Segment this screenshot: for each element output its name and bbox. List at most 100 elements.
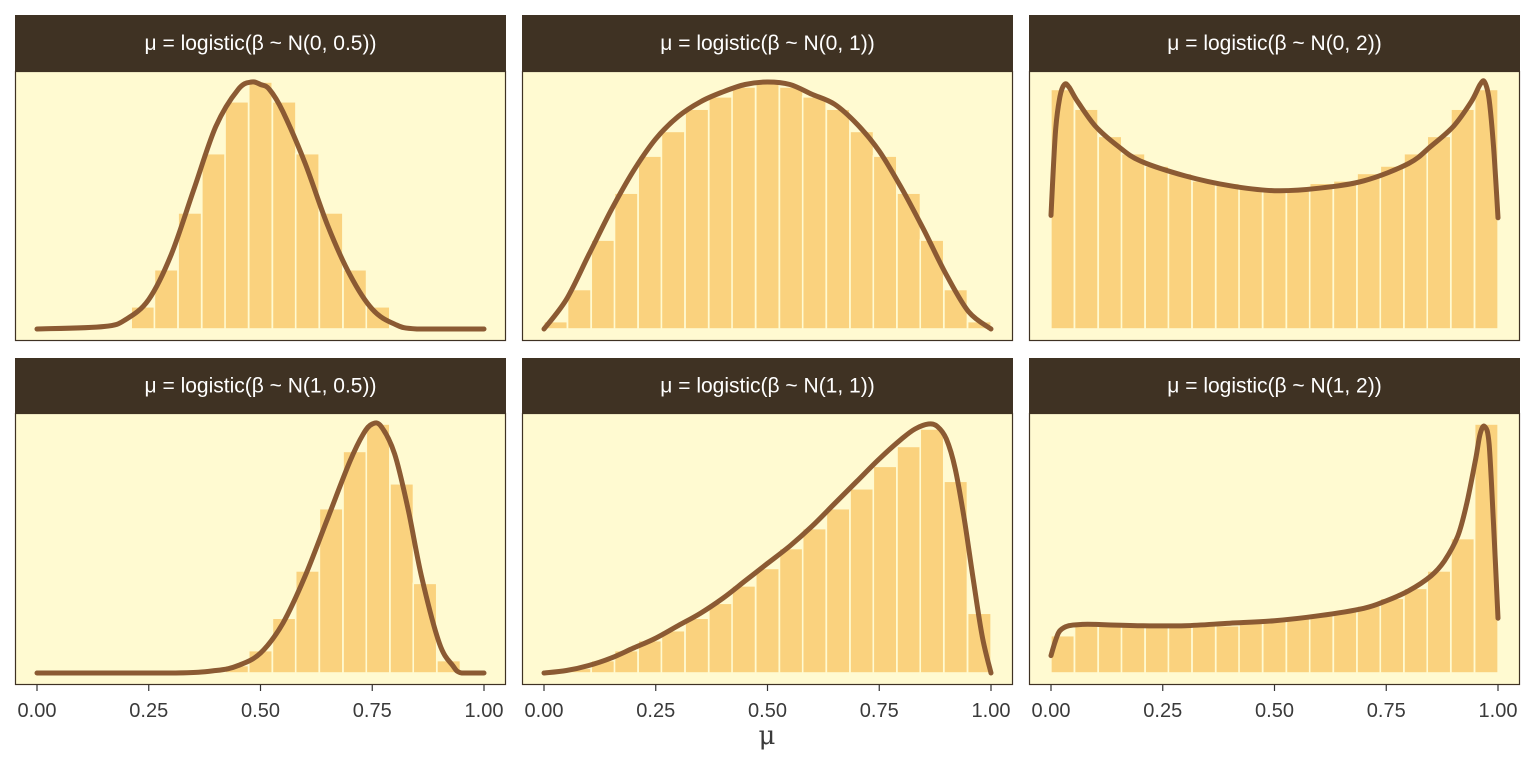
histogram-bar — [801, 96, 827, 330]
histogram-bar — [754, 81, 781, 330]
facet-panel-6: μ = logistic(β ~ N(1, 2)) — [1028, 358, 1521, 686]
facet-panel-3: μ = logistic(β ~ N(0, 2)) — [1028, 15, 1521, 342]
histogram-bar — [1356, 172, 1382, 330]
panel-border — [521, 70, 1014, 342]
x-axis-2: 0.00 0.25 0.50 0.75 1.00 — [525, 685, 1010, 722]
density-curve — [34, 420, 487, 676]
histogram-bar — [1191, 624, 1217, 674]
histogram-bar — [919, 239, 945, 330]
panel-border — [1028, 412, 1521, 686]
density-curve — [541, 79, 994, 332]
histogram-bar — [637, 155, 663, 330]
facet-strip-title: μ = logistic(β ~ N(1, 2)) — [1167, 375, 1381, 398]
panel-border — [14, 70, 507, 342]
histogram-bar — [1073, 624, 1099, 674]
histogram-bar — [684, 617, 710, 674]
x-tick-label: 0.75 — [860, 700, 899, 722]
x-axis-3: 0.00 0.25 0.50 0.75 1.00 — [1032, 685, 1518, 722]
histogram-bar — [1308, 614, 1334, 674]
facet-panel-2: μ = logistic(β ~ N(0, 1)) — [521, 15, 1014, 342]
histogram-bar — [1261, 619, 1288, 674]
histogram-bar — [731, 86, 757, 330]
histogram-bar — [1450, 537, 1476, 674]
histogram-bar — [342, 450, 368, 674]
density-curve — [1048, 423, 1501, 659]
facet-strip-title: μ = logistic(β ~ N(0, 1)) — [660, 32, 874, 55]
histogram-bar — [825, 108, 851, 330]
histogram-bar — [849, 487, 875, 674]
facet-panel-5: μ = logistic(β ~ N(1, 1)) — [521, 358, 1014, 686]
facet-panel-4: μ = logistic(β ~ N(1, 0.5)) — [14, 358, 507, 686]
histogram-bar — [1238, 622, 1264, 674]
x-axis-title: μ — [759, 721, 776, 751]
histogram-bar — [1426, 135, 1452, 330]
x-tick-label: 0.25 — [129, 700, 168, 722]
facet-strip — [1029, 15, 1520, 71]
facet-strip — [15, 358, 506, 413]
facet-strip — [522, 15, 1013, 71]
histogram-bar — [801, 527, 827, 674]
x-axes-layer: 0.00 0.25 0.50 0.75 1.00 0.00 0.25 0.50 0.75 1.00… — [18, 685, 1518, 722]
histogram-bar — [896, 445, 922, 674]
x-axis-1: 0.00 0.25 0.50 0.75 1.00 — [18, 685, 504, 722]
histogram-bar — [1379, 165, 1405, 330]
facet-strip — [1029, 358, 1520, 413]
histogram-bar — [1356, 604, 1382, 674]
panels-layer: μ = logistic(β ~ N(0, 0.5)) μ = logistic(… — [14, 15, 1521, 686]
histogram-bar — [1332, 609, 1358, 674]
histogram-bar — [1285, 617, 1311, 674]
histogram-bar — [1308, 182, 1334, 330]
histogram-bar — [1191, 180, 1217, 330]
histogram-bar — [778, 547, 804, 674]
histogram-bar — [1167, 624, 1193, 674]
panel-border — [14, 412, 507, 686]
facet-strip-title: μ = logistic(β ~ N(1, 0.5)) — [145, 375, 377, 398]
x-tick-label: 0.25 — [636, 700, 675, 722]
x-tick-label: 0.75 — [1367, 700, 1406, 722]
panel-border — [521, 412, 1014, 686]
histogram-bar — [1215, 182, 1241, 330]
x-tick-label: 0.50 — [241, 700, 280, 722]
histogram-bar — [849, 130, 875, 330]
panel-border — [1028, 70, 1521, 342]
x-tick-label: 0.00 — [18, 700, 57, 722]
histogram-bar — [294, 152, 320, 330]
histogram-bar — [708, 96, 734, 330]
histogram-bar — [1215, 624, 1241, 674]
histogram-bar — [778, 86, 804, 330]
histogram-bar — [224, 100, 250, 330]
histogram-bar — [872, 465, 898, 674]
histogram-bar — [684, 108, 710, 330]
histogram-bar — [660, 629, 686, 674]
x-tick-label: 0.00 — [1032, 700, 1071, 722]
histogram-bar — [1073, 108, 1099, 330]
histogram-bar — [1097, 135, 1123, 330]
histogram-bar — [708, 602, 734, 674]
histogram-bar — [1473, 88, 1499, 330]
x-tick-label: 0.75 — [353, 700, 392, 722]
x-tick-label: 0.50 — [1255, 700, 1294, 722]
histogram-bar — [271, 617, 297, 674]
x-tick-label: 1.00 — [1479, 700, 1518, 722]
histogram-bar — [201, 152, 227, 330]
histogram-bar — [1403, 587, 1429, 674]
histogram-bar — [1332, 180, 1358, 330]
histogram-bar — [660, 130, 686, 330]
histogram-bar — [1120, 152, 1146, 330]
histogram-bar — [590, 239, 616, 330]
x-tick-label: 0.50 — [748, 700, 787, 722]
histogram-bar — [1144, 624, 1170, 674]
facet-strip — [522, 358, 1013, 413]
histogram-bar — [1285, 187, 1311, 330]
histogram-bar — [247, 81, 274, 330]
histogram-bar — [731, 585, 757, 674]
histogram-bar — [613, 192, 639, 330]
density-curve — [1048, 78, 1501, 221]
x-tick-label: 1.00 — [465, 700, 504, 722]
histogram-bar — [365, 423, 391, 674]
density-curve — [541, 421, 994, 676]
histogram-bar — [1167, 172, 1193, 330]
facet-strip-title: μ = logistic(β ~ N(1, 1)) — [660, 375, 874, 398]
x-tick-label: 0.25 — [1143, 700, 1182, 722]
